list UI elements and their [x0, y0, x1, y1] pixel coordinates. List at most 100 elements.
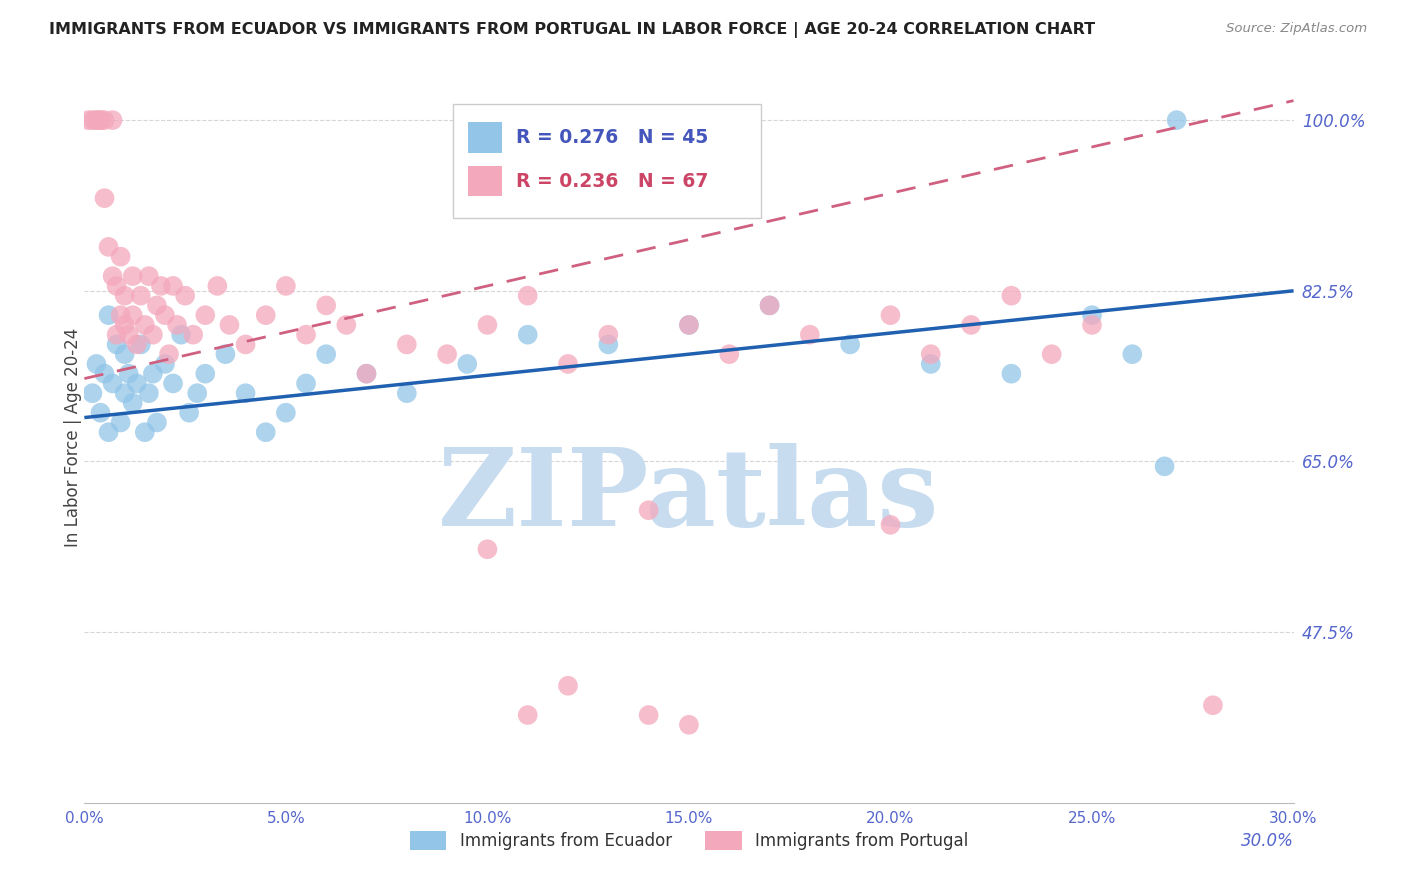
Point	[121, 396, 143, 410]
Text: ZIPatlas: ZIPatlas	[439, 442, 939, 549]
Point	[86, 357, 108, 371]
Point	[105, 279, 128, 293]
Point	[456, 357, 478, 371]
Point	[477, 318, 499, 332]
Point	[718, 347, 741, 361]
Point	[678, 318, 700, 332]
Y-axis label: In Labor Force | Age 20-24: In Labor Force | Age 20-24	[65, 327, 82, 547]
Point	[218, 318, 240, 332]
Text: Source: ZipAtlas.com: Source: ZipAtlas.com	[1226, 22, 1367, 36]
Point	[920, 347, 942, 361]
Point	[157, 347, 180, 361]
Point	[315, 347, 337, 361]
Point	[142, 327, 165, 342]
Point	[110, 416, 132, 430]
Point	[1202, 698, 1225, 713]
Point	[114, 386, 136, 401]
Point	[162, 279, 184, 293]
Point	[121, 269, 143, 284]
Point	[839, 337, 862, 351]
Point	[97, 240, 120, 254]
Point	[77, 113, 100, 128]
Point	[254, 425, 277, 440]
Point	[356, 367, 378, 381]
Point	[129, 288, 152, 302]
Point	[295, 327, 318, 342]
Point	[125, 376, 148, 391]
FancyBboxPatch shape	[453, 104, 762, 218]
Point	[1166, 113, 1188, 128]
Point	[134, 425, 156, 440]
Point	[207, 279, 229, 293]
Text: IMMIGRANTS FROM ECUADOR VS IMMIGRANTS FROM PORTUGAL IN LABOR FORCE | AGE 20-24 C: IMMIGRANTS FROM ECUADOR VS IMMIGRANTS FR…	[49, 22, 1095, 38]
Point	[516, 327, 538, 342]
Point	[235, 386, 257, 401]
Point	[146, 298, 169, 312]
Point	[557, 679, 579, 693]
Point	[129, 337, 152, 351]
Point	[138, 269, 160, 284]
Point	[436, 347, 458, 361]
Point	[395, 386, 418, 401]
Point	[149, 279, 172, 293]
Point	[86, 113, 108, 128]
Text: 30.0%: 30.0%	[1240, 832, 1294, 850]
Point	[214, 347, 236, 361]
Point	[142, 367, 165, 381]
Point	[105, 337, 128, 351]
Point	[315, 298, 337, 312]
Point	[799, 327, 821, 342]
Point	[186, 386, 208, 401]
Point	[758, 298, 780, 312]
Point	[86, 113, 108, 128]
Point	[93, 367, 115, 381]
Point	[110, 308, 132, 322]
Point	[1040, 347, 1063, 361]
Point	[516, 708, 538, 723]
Text: R = 0.276   N = 45: R = 0.276 N = 45	[516, 128, 709, 146]
Point	[637, 503, 659, 517]
Point	[89, 406, 111, 420]
Point	[295, 376, 318, 391]
Point	[105, 327, 128, 342]
Point	[879, 517, 901, 532]
Point	[134, 318, 156, 332]
Point	[93, 191, 115, 205]
Point	[118, 327, 141, 342]
Point	[960, 318, 983, 332]
Text: R = 0.236   N = 67: R = 0.236 N = 67	[516, 171, 709, 191]
Point	[170, 327, 193, 342]
Point	[879, 308, 901, 322]
Point	[97, 308, 120, 322]
Point	[274, 279, 297, 293]
Point	[110, 250, 132, 264]
Point	[97, 425, 120, 440]
Point	[598, 337, 620, 351]
Point	[1153, 459, 1175, 474]
Point	[1121, 347, 1143, 361]
Point	[254, 308, 277, 322]
Point	[758, 298, 780, 312]
Point	[678, 318, 700, 332]
Point	[516, 288, 538, 302]
Point	[153, 308, 176, 322]
Point	[194, 308, 217, 322]
Point	[274, 406, 297, 420]
Point	[82, 386, 104, 401]
Point	[1000, 367, 1022, 381]
Point	[356, 367, 378, 381]
Bar	[468, 122, 502, 153]
Point	[477, 542, 499, 557]
Point	[194, 367, 217, 381]
Point	[118, 367, 141, 381]
Point	[114, 347, 136, 361]
Point	[101, 269, 124, 284]
Point	[89, 113, 111, 128]
Point	[93, 113, 115, 128]
Point	[1081, 308, 1104, 322]
Point	[1000, 288, 1022, 302]
Point	[235, 337, 257, 351]
Point	[146, 416, 169, 430]
Point	[1081, 318, 1104, 332]
Point	[125, 337, 148, 351]
